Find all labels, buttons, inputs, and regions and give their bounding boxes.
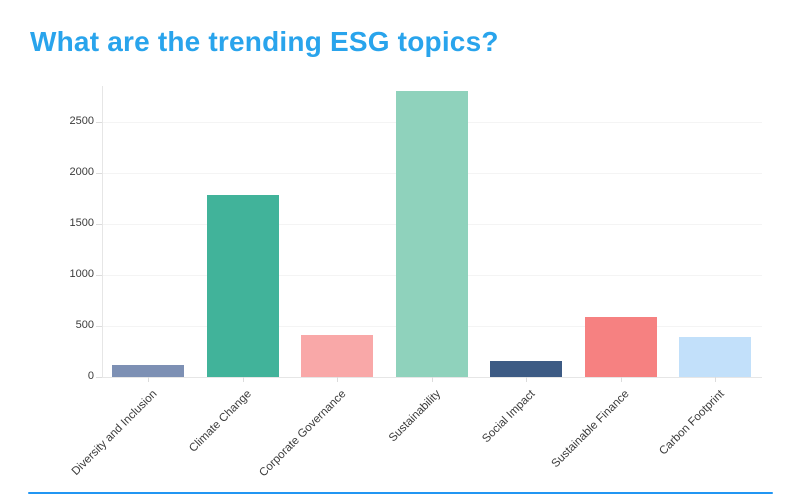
bar-carbon-footprint[interactable]	[679, 336, 751, 377]
x-tick-mark-diversity-and-inclusion	[148, 377, 149, 382]
bar-sustainable-finance[interactable]	[584, 317, 657, 377]
y-tick-label-1500: 1500	[69, 217, 94, 229]
y-tick-label-1000: 1000	[69, 268, 94, 280]
y-tick-label-2500: 2500	[69, 115, 94, 127]
y-tick-mark-500	[96, 325, 102, 327]
x-label-sustainable-finance: Sustainable Finance	[549, 388, 632, 471]
y-tick-mark-0	[96, 376, 102, 378]
chart-title: What are the trending ESG topics?	[30, 26, 499, 57]
x-tick-mark-corporate-governance	[337, 377, 338, 382]
x-label-climate-change: Climate Change	[187, 388, 254, 455]
x-label-carbon-footprint: Carbon Footprint	[656, 388, 727, 458]
y-tick-mark-1500	[96, 223, 102, 225]
x-tick-mark-sustainability	[431, 377, 433, 382]
bar-social-impact[interactable]	[490, 360, 562, 377]
y-tick-mark-2000	[96, 172, 102, 174]
x-tick-mark-carbon-footprint	[715, 377, 716, 382]
x-tick-mark-social-impact	[526, 377, 527, 382]
y-tick-label-500: 500	[75, 319, 94, 331]
y-tick-mark-1000	[96, 274, 102, 276]
bar-diversity-and-inclusion[interactable]	[112, 364, 184, 377]
x-label-social-impact: Social Impact	[480, 388, 538, 446]
bar-climate-change[interactable]	[206, 195, 279, 377]
bar-sustainability[interactable]	[395, 91, 468, 377]
bottom-divider-line	[28, 492, 773, 494]
y-tick-label-0: 0	[87, 370, 94, 382]
x-label-diversity-and-inclusion: Diversity and Inclusion	[69, 388, 160, 478]
bar-chart-plot-area: 0 500 1000 1500 2000 2500 Diversity and Inclus…	[70, 86, 762, 479]
x-label-sustainability: Sustainability	[386, 388, 443, 445]
y-axis-line	[102, 86, 103, 377]
y-tick-label-2000: 2000	[69, 166, 94, 178]
x-label-corporate-governance: Corporate Governance	[257, 388, 349, 480]
x-tick-mark-sustainable-finance	[620, 377, 622, 382]
x-tick-mark-climate-change	[242, 377, 244, 382]
y-tick-mark-2500	[96, 121, 102, 123]
bar-corporate-governance[interactable]	[301, 335, 373, 377]
